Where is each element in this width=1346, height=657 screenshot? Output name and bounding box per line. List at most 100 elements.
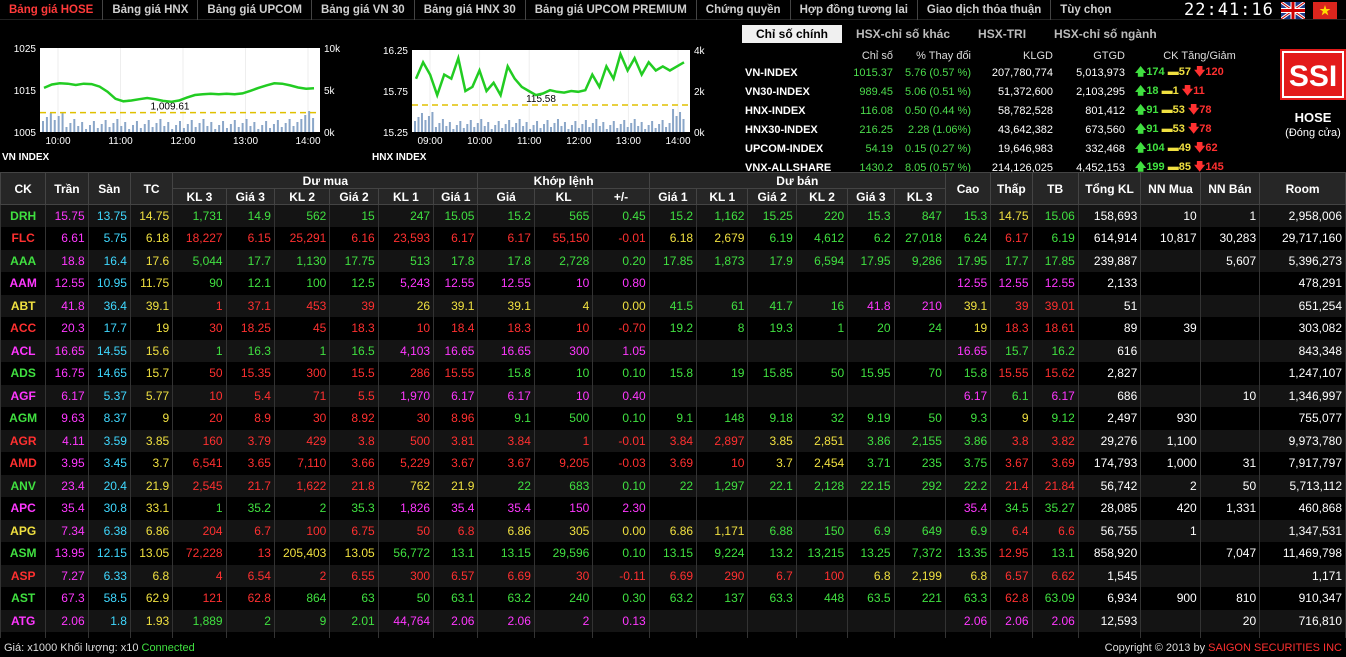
ask2-price: 63.3 (747, 587, 797, 610)
hnx-volume-bar (626, 127, 629, 132)
vietnam-flag-icon[interactable] (1313, 2, 1337, 19)
table-row[interactable]: AGF 6.17 5.37 5.77 10 5.4 71 5.5 1,970 6.17 6.17 10… (0, 384, 1346, 407)
ask3-vol: 221 (893, 587, 946, 610)
index-tab-2[interactable]: HSX-TRI (978, 27, 1027, 41)
table-row[interactable]: ADS 16.75 14.65 15.7 50 15.35 300 15.5 286 15.55 1… (0, 362, 1346, 385)
ask1-vol (696, 497, 749, 520)
total-vol: 51 (1077, 294, 1142, 317)
index-tab-1[interactable]: HSX-chỉ số khác (856, 27, 951, 41)
nav-item-2[interactable]: Bảng giá UPCOM (198, 0, 312, 20)
vn-volume-bar (312, 118, 315, 132)
foreign-room: 5,396,273 (1259, 249, 1346, 272)
bid3-price: 14.9 (225, 204, 275, 227)
nav-item-7[interactable]: Hợp đồng tương lai (791, 0, 918, 20)
index-tab-3[interactable]: HSX-chỉ số ngành (1054, 27, 1157, 41)
tc: 11.75 (129, 272, 174, 295)
hnx-volume-bar (550, 127, 552, 132)
hnx-volume-bar (473, 127, 476, 132)
table-row[interactable]: DRH 15.75 13.75 14.75 1,731 14.9 562 15 247 15.05… (0, 204, 1346, 227)
table-row[interactable]: APC 35.4 30.8 33.1 1 35.2 2 35.3 1,826 35.4 35.4 15… (0, 497, 1346, 520)
ask3-price: 63.5 (847, 587, 895, 610)
match-change: 0.10 (592, 362, 650, 385)
low: 15.55 (990, 362, 1033, 385)
high: 6.8 (944, 564, 992, 587)
ask1-vol: 2,679 (696, 227, 749, 250)
nav-item-8[interactable]: Giao dịch thỏa thuận (918, 0, 1052, 20)
bid2-price: 74.6 (329, 632, 379, 638)
table-row[interactable]: ABT 41.8 36.4 39.1 1 37.1 453 39 26 39.1 39.1 4 0.00… (0, 294, 1346, 317)
nav-item-5[interactable]: Bảng giá UPCOM PREMIUM (526, 0, 697, 20)
table-row[interactable]: AGM 9.63 8.37 9 20 8.9 30 8.92 30 8.96 9.1 500 0.10 9… (0, 407, 1346, 430)
uk-flag-icon[interactable] (1281, 2, 1305, 19)
hnx-volume-bar (584, 120, 587, 132)
bid2-price: 8.92 (329, 407, 379, 430)
unchanged-count: 49 (1178, 142, 1191, 154)
table-row[interactable]: BBC85.674.480174.41074.677679.81-0.20786… (0, 632, 1346, 638)
col-7: Giá 2 (329, 188, 379, 205)
ask2-vol: 220 (795, 204, 849, 227)
ask1-vol: 1,297 (696, 474, 749, 497)
index-value: 989.45 (859, 85, 893, 98)
ask3-price: 6.9 (847, 519, 895, 542)
tc: 15.6 (129, 339, 174, 362)
nav-item-4[interactable]: Bảng giá HNX 30 (415, 0, 526, 20)
ask2-vol: 2,851 (795, 429, 849, 452)
ask2-vol: 2,454 (795, 452, 849, 475)
ask3-vol (893, 384, 946, 407)
hnx-volume-bar (675, 116, 678, 132)
match-change: 1.05 (592, 339, 650, 362)
table-row[interactable]: AGR 4.11 3.59 3.85 160 3.79 429 3.8 500 3.81 3.84 1… (0, 429, 1346, 452)
vn-volume-bar (155, 123, 158, 132)
low: 3.8 (990, 429, 1033, 452)
table-row[interactable]: APG 7.34 6.38 6.86 204 6.7 100 6.75 50 6.8 6.86 305… (0, 519, 1346, 542)
table-row[interactable]: ATG 2.06 1.8 1.93 1,889 2 9 2.01 44,764 2.06 2.06 2… (0, 609, 1346, 632)
match-price: 17.8 (477, 249, 535, 272)
table-row[interactable]: AMD 3.95 3.45 3.7 6,541 3.65 7,110 3.66 5,229 3.6… (0, 452, 1346, 475)
nav-item-9[interactable]: Tùy chọn (1060, 3, 1112, 16)
hnx-volume-bar (567, 129, 570, 132)
nav-item-6[interactable]: Chứng quyền (697, 0, 791, 20)
arrow-up-icon: 🡅 (1135, 104, 1147, 116)
ask2-price (747, 497, 797, 520)
index-change: 8.05 (0.57 %) (904, 161, 971, 174)
decliners: 62 (1205, 142, 1218, 154)
nav-item-1[interactable]: Bảng giá HNX (103, 0, 199, 20)
unchanged-count: 53 (1172, 123, 1185, 135)
ask2-price: 15.25 (747, 204, 797, 227)
tc: 14.75 (129, 204, 174, 227)
table-row[interactable]: AST 67.3 58.5 62.9 121 62.8 864 63 50 63.1 63.2 240… (0, 587, 1346, 610)
foreign-buy: 420 (1140, 497, 1201, 520)
ask2-vol: 50 (795, 362, 849, 385)
bid1-vol: 7 (377, 632, 435, 638)
table-row[interactable]: ACC 20.3 17.7 19 30 18.25 45 18.3 10 18.4 18.3 10 -0… (0, 317, 1346, 340)
table-row[interactable]: AAA 18.8 16.4 17.6 5,044 17.7 1,130 17.75 513 17.… (0, 249, 1346, 272)
ask1-vol (696, 609, 749, 632)
foreign-sell: 1,331 (1199, 497, 1261, 520)
index-header-2: KLGD (1023, 49, 1053, 62)
ask2-price: 17.9 (747, 249, 797, 272)
vn-volume-bar (53, 120, 56, 132)
tc: 21.9 (129, 474, 174, 497)
san: 5.37 (87, 384, 131, 407)
price-board: CK Trần Sàn TC Dư mua Khớp lệnh Dư bán Cao Thấp T… (0, 172, 1346, 638)
ask1-price: 15.8 (648, 362, 698, 385)
san: 6.33 (87, 564, 131, 587)
table-row[interactable]: ACL 16.65 14.55 15.6 1 16.3 1 16.5 4,103 16.65 16.… (0, 339, 1346, 362)
table-row[interactable]: ASM 13.95 12.15 13.05 72,228 13 205,403 13.05 56… (0, 542, 1346, 565)
total-vol: 56,742 (1077, 474, 1142, 497)
table-row[interactable]: AAM 12.55 10.95 11.75 90 12.1 100 12.5 5,243 12.5… (0, 272, 1346, 295)
table-row[interactable]: FLC 6.61 5.75 6.18 18,227 6.15 25,291 6.16 23,59… (0, 227, 1346, 250)
match-vol: 500 (533, 407, 594, 430)
bid2-price: 15.5 (329, 362, 379, 385)
ask3-vol: 2,199 (893, 564, 946, 587)
bid2-vol: 1,622 (273, 474, 331, 497)
nav-item-0[interactable]: Bảng giá HOSE (0, 0, 104, 20)
col-2: Sàn (87, 172, 131, 205)
nav-item-3[interactable]: Bảng giá VN 30 (312, 0, 415, 20)
san: 14.55 (87, 339, 131, 362)
table-row[interactable]: ASP 7.27 6.33 6.8 4 6.54 2 6.55 300 6.57 6.69 30 -0.… (0, 564, 1346, 587)
index-tab-0[interactable]: Chỉ số chính (742, 25, 842, 43)
vn-volume-bar (229, 124, 232, 132)
san: 3.59 (87, 429, 131, 452)
table-row[interactable]: ANV 23.4 20.4 21.9 2,545 21.7 1,622 21.8 762 21.9… (0, 474, 1346, 497)
